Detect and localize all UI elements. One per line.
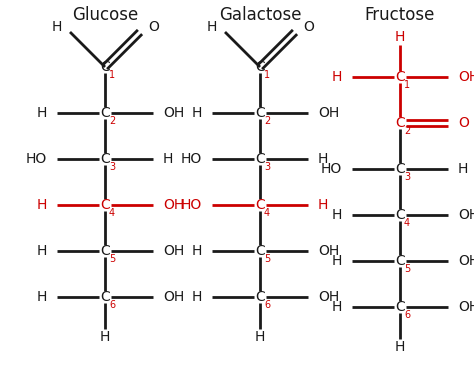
- Text: OH: OH: [163, 106, 184, 120]
- Text: H: H: [191, 244, 202, 258]
- Text: C: C: [395, 208, 405, 222]
- Text: C: C: [395, 300, 405, 314]
- Text: H: H: [100, 330, 110, 344]
- Text: C: C: [100, 290, 110, 304]
- Text: H: H: [36, 244, 47, 258]
- Text: H: H: [36, 198, 47, 212]
- Text: O: O: [303, 20, 314, 34]
- Text: H: H: [395, 30, 405, 44]
- Text: HO: HO: [181, 198, 202, 212]
- Text: Fructose: Fructose: [365, 6, 435, 24]
- Text: C: C: [255, 244, 265, 258]
- Text: 4: 4: [264, 208, 270, 218]
- Text: C: C: [395, 254, 405, 268]
- Text: C: C: [395, 162, 405, 176]
- Text: OH: OH: [458, 208, 474, 222]
- Text: 1: 1: [404, 80, 410, 90]
- Text: H: H: [207, 20, 217, 34]
- Text: OH: OH: [458, 254, 474, 268]
- Text: H: H: [36, 106, 47, 120]
- Text: OH: OH: [163, 290, 184, 304]
- Text: H: H: [332, 254, 342, 268]
- Text: C: C: [255, 106, 265, 120]
- Text: H: H: [52, 20, 62, 34]
- Text: C: C: [100, 106, 110, 120]
- Text: 1: 1: [109, 70, 115, 80]
- Text: H: H: [191, 290, 202, 304]
- Text: C: C: [395, 70, 405, 84]
- Text: O: O: [458, 116, 469, 130]
- Text: C: C: [395, 116, 405, 130]
- Text: 3: 3: [109, 162, 115, 172]
- Text: C: C: [255, 198, 265, 212]
- Text: OH: OH: [318, 244, 339, 258]
- Text: OH: OH: [318, 290, 339, 304]
- Text: Glucose: Glucose: [72, 6, 138, 24]
- Text: H: H: [318, 152, 328, 166]
- Text: C: C: [255, 290, 265, 304]
- Text: H: H: [332, 70, 342, 84]
- Text: H: H: [318, 198, 328, 212]
- Text: 3: 3: [264, 162, 270, 172]
- Text: H: H: [36, 290, 47, 304]
- Text: H: H: [191, 106, 202, 120]
- Text: 4: 4: [404, 218, 410, 228]
- Text: 6: 6: [404, 310, 410, 320]
- Text: H: H: [255, 330, 265, 344]
- Text: 5: 5: [109, 254, 115, 264]
- Text: C: C: [100, 60, 110, 74]
- Text: OH: OH: [318, 106, 339, 120]
- Text: OH: OH: [458, 70, 474, 84]
- Text: OH: OH: [458, 300, 474, 314]
- Text: 6: 6: [109, 300, 115, 310]
- Text: HO: HO: [181, 152, 202, 166]
- Text: C: C: [100, 152, 110, 166]
- Text: 1: 1: [264, 70, 270, 80]
- Text: 2: 2: [404, 126, 410, 136]
- Text: C: C: [255, 152, 265, 166]
- Text: 4: 4: [109, 208, 115, 218]
- Text: 5: 5: [404, 264, 410, 274]
- Text: C: C: [255, 60, 265, 74]
- Text: OH: OH: [163, 244, 184, 258]
- Text: C: C: [100, 244, 110, 258]
- Text: H: H: [163, 152, 173, 166]
- Text: HO: HO: [321, 162, 342, 176]
- Text: C: C: [100, 198, 110, 212]
- Text: 5: 5: [264, 254, 270, 264]
- Text: H: H: [458, 162, 468, 176]
- Text: 2: 2: [109, 116, 115, 126]
- Text: H: H: [395, 340, 405, 354]
- Text: 2: 2: [264, 116, 270, 126]
- Text: O: O: [148, 20, 159, 34]
- Text: H: H: [332, 300, 342, 314]
- Text: 6: 6: [264, 300, 270, 310]
- Text: H: H: [332, 208, 342, 222]
- Text: HO: HO: [26, 152, 47, 166]
- Text: 3: 3: [404, 172, 410, 182]
- Text: Galactose: Galactose: [219, 6, 301, 24]
- Text: OH: OH: [163, 198, 184, 212]
